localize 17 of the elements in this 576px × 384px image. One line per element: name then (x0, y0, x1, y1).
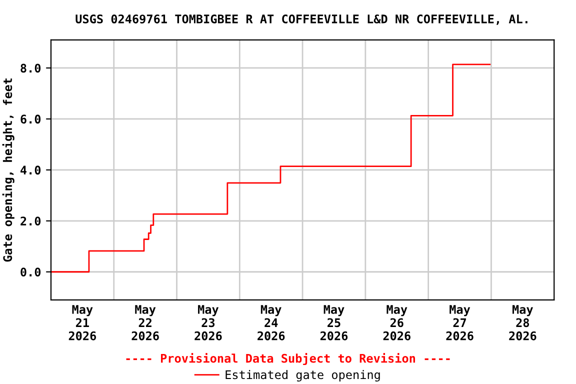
y-tick-label: 2.0 (20, 216, 41, 226)
text: ---- Provisional Data Subject to Revision ---- (126, 353, 450, 366)
x-tick-label: May 22 2026 (132, 305, 159, 340)
x-tick-label: May 21 2026 (68, 305, 96, 340)
y-tick-label: 0.0 (20, 268, 41, 277)
x-tick-label: May 28 2026 (509, 305, 536, 340)
y-tick-label: 6.0 (20, 114, 41, 124)
y-tick-label: 4.0 (20, 166, 41, 175)
chart-title: USGS 02469761 TOMBIGBEE R AT COFFEEVILLE L&D NR COFFEEVILLE, AL. (76, 14, 528, 25)
legend-label: Estimated gate opening (226, 370, 380, 382)
y-tick-label: 8.0 (20, 64, 41, 73)
x-tick-label: May 27 2026 (446, 305, 474, 340)
y-axis-title: Gate opening, height, feet (2, 78, 14, 262)
x-tick-label: May 26 2026 (383, 305, 410, 340)
x-tick-label: May 24 2026 (258, 305, 285, 340)
x-tick-label: May 25 2026 (320, 305, 348, 340)
x-tick-label: May 23 2026 (194, 305, 222, 340)
